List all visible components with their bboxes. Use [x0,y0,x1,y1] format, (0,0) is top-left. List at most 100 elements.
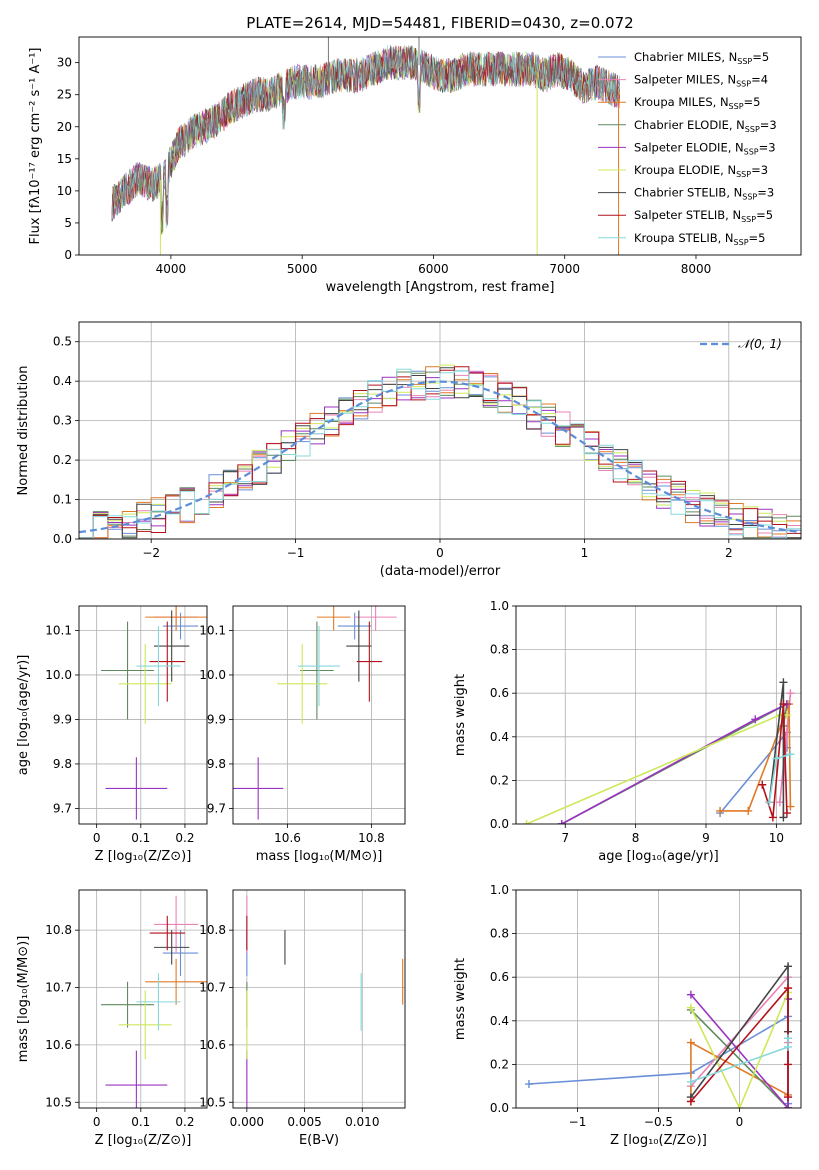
y-tick-label: 9.9 [207,712,226,726]
sfh-marker [686,1003,695,1012]
sfh-marker [716,806,725,815]
y-tick-label: 10.6 [45,1038,72,1052]
sfh-marker [786,802,795,811]
figure-title: PLATE=2614, MJD=54481, FIBERID=0430, z=0… [246,14,633,32]
y-tick-label: 5 [64,216,72,230]
axes-frame [78,36,802,256]
sfh-marker [768,813,777,822]
y-tick-label: 0.4 [490,730,509,744]
x-tick-label: −2 [142,546,160,560]
x-tick-label: 0 [93,831,101,845]
x-tick-label: 0.000 [230,1115,264,1129]
y-tick-label: 10.8 [199,923,226,937]
x-tick-label: 8 [632,831,640,845]
y-tick-label: 15 [57,152,72,166]
x-axis-label: Z [log₁₀(Z/Z⊙)] [95,849,192,864]
sfh-marker [735,1104,744,1108]
x-tick-label: 10.8 [358,831,385,845]
y-tick-label: 9.8 [207,757,226,771]
sfh-marker [784,984,793,993]
sfh-marker [779,678,788,687]
y-tick-label: 10.8 [45,923,72,937]
x-tick-label: 8000 [681,262,712,276]
x-tick-label: 9 [702,831,710,845]
plot-area-residual_histogram [79,322,801,539]
plot-area-mass_vs_Z [79,890,207,1108]
sfh-marker [779,813,788,822]
x-axis-label: wavelength [Angstrom, rest frame] [326,280,555,295]
y-tick-label: 0.4 [490,1014,509,1028]
sfh-line [761,704,788,818]
x-tick-label: −0.5 [644,1115,673,1129]
x-tick-label: 7 [561,831,569,845]
y-tick-label: 0.8 [490,927,509,941]
y-tick-label: 0.5 [53,335,72,349]
spectrum-line [111,45,621,235]
legend-label: Chabrier MILES, NSSP=5 [634,50,769,66]
x-axis-label: E(B-V) [299,1133,339,1148]
sfh-marker [751,715,760,724]
y-axis-label: mass weight [453,958,468,1040]
y-axis-label: age [log₁₀(age/yr)] [16,655,31,776]
y-tick-label: 0.3 [53,414,72,428]
sfh-marker [784,1093,793,1102]
legend-label: Chabrier ELODIE, NSSP=3 [634,118,777,134]
y-tick-label: 10.0 [199,668,226,682]
x-tick-label: 7000 [549,262,580,276]
y-tick-label: 9.9 [53,712,72,726]
y-tick-label: 0.6 [490,970,509,984]
x-axis-label: age [log₁₀(age/yr)] [598,849,719,864]
sfh-marker [744,806,753,815]
x-tick-label: 10.6 [274,831,301,845]
sfh-line [690,985,789,1103]
y-tick-label: 0.2 [53,453,72,467]
y-tick-label: 10.1 [199,623,226,637]
y-tick-label: 0.0 [490,1101,509,1115]
axes-frame [78,321,802,540]
x-tick-label: −1 [569,1115,587,1129]
x-tick-label: 0.2 [175,1115,194,1129]
sfh-marker [784,1034,793,1043]
x-tick-label: 0.005 [287,1115,321,1129]
legend-label: Salpeter ELODIE, NSSP=3 [634,140,776,156]
y-axis-label: mass [log₁₀(M/M⊙)] [16,936,31,1063]
x-tick-label: 4000 [156,262,187,276]
y-tick-label: 10.5 [199,1095,226,1109]
sfh-marker [779,700,788,709]
y-tick-label: 0.2 [490,1057,509,1071]
y-tick-label: 10.7 [45,981,72,995]
panel-age_vs_Z: 0 0.1 0.2 9.7 9.8 9.9 10.0 10.1 Z [log₁₀(Z/Z⊙)] a… [16,605,208,864]
axes-frame [78,889,208,1109]
y-tick-label: 9.7 [53,801,72,815]
sfh-marker [784,1104,793,1108]
sfh-marker [686,990,695,999]
panel-spectrum: 4000 5000 6000 7000 8000 0 5 10 15 20 25 30 waveleng… [28,36,802,295]
sfh-marker [784,1042,793,1051]
y-axis-label: mass weight [453,674,468,756]
sfh-marker [522,820,531,824]
legend-label: Chabrier STELIB, NSSP=3 [634,186,774,202]
x-tick-label: 6000 [418,262,449,276]
y-tick-label: 0.2 [490,773,509,787]
sfh-marker [524,1080,533,1089]
y-tick-label: 0.0 [490,817,509,831]
plot-area-massweight_vs_Z [516,890,801,1108]
y-axis-label: Normed distribution [16,366,31,496]
y-tick-label: 10.6 [199,1038,226,1052]
x-tick-label: 0.1 [131,1115,150,1129]
panel-mass_vs_Z: 0 0.1 0.2 10.5 10.6 10.7 10.8 Z [log₁₀(Z/Z⊙)] ma… [16,889,208,1148]
panel-residual_histogram: −2 −1 0 1 2 0.0 0.1 0.2 0.3 0.4 0.5 (data-model)/er… [16,321,802,579]
x-tick-label: 0.2 [175,831,194,845]
x-tick-label: 0 [736,1115,744,1129]
sfh-marker [786,689,795,698]
legend-label: Kroupa STELIB, NSSP=5 [634,231,765,247]
y-tick-label: 0.1 [53,493,72,507]
x-axis-label: Z [log₁₀(Z/Z⊙)] [610,1133,707,1148]
histogram-step [79,368,801,539]
y-tick-label: 1.0 [490,883,509,897]
sfh-marker [686,1038,695,1047]
plot-area-spectrum [111,37,621,255]
plot-area-age_vs_mass [233,606,405,824]
y-tick-label: 9.7 [207,801,226,815]
